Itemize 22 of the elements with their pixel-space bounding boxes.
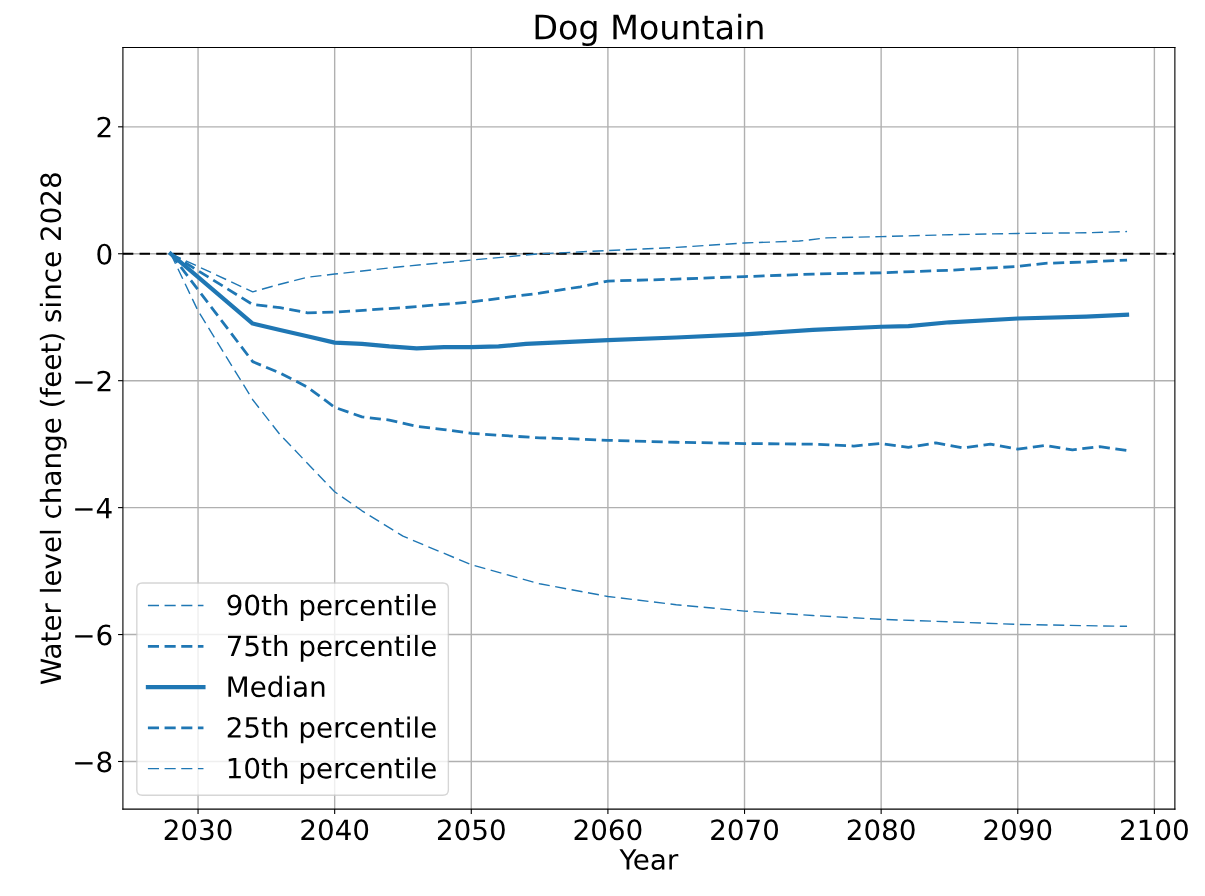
x-tick-label: 2100 [1121, 819, 1188, 841]
x-tick-label: 2040 [301, 819, 369, 841]
x-tick-label: 2030 [164, 819, 232, 841]
x-tick-label: 2050 [437, 819, 505, 841]
legend-label: 25th percentile [227, 716, 436, 744]
x-tick-label: 2080 [847, 819, 915, 841]
y-tick-label: 0 [97, 243, 112, 265]
chart-title: Dog Mountain [535, 13, 763, 47]
y-tick-label: 2 [97, 116, 111, 138]
legend-label: 10th percentile [228, 757, 436, 785]
x-axis-title: Year [619, 849, 679, 870]
legend-label: 90th percentile [227, 594, 436, 621]
y-axis-title: Water level change (feet) since 2028 [39, 173, 67, 685]
y-tick-label: −4 [75, 497, 112, 519]
x-tick-label: 2090 [984, 819, 1052, 841]
y-tick-label: −8 [75, 751, 112, 773]
legend-label: 75th percentile [227, 634, 436, 662]
y-tick-label: −6 [75, 624, 112, 646]
legend-label: Median [228, 675, 325, 698]
x-tick-label: 2070 [711, 819, 779, 841]
y-tick-label: −2 [75, 370, 111, 392]
x-tick-label: 2060 [574, 819, 642, 841]
